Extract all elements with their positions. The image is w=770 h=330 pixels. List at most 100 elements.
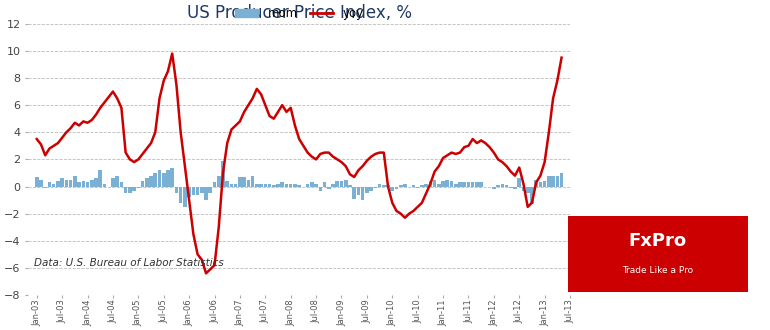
yoy xyxy=(494,157,503,161)
Bar xyxy=(158,170,161,186)
yoy xyxy=(32,137,42,141)
Bar xyxy=(399,185,403,186)
Bar xyxy=(204,186,208,200)
Bar xyxy=(56,181,60,186)
Bar xyxy=(551,176,555,186)
Bar xyxy=(187,186,191,197)
Bar xyxy=(149,176,152,186)
Bar xyxy=(153,173,157,186)
Bar xyxy=(547,176,551,186)
Bar xyxy=(166,170,169,186)
Bar xyxy=(102,184,106,186)
Bar xyxy=(170,168,174,186)
Bar xyxy=(412,185,415,186)
Legend: mom, yoy: mom, yoy xyxy=(230,3,369,25)
Bar xyxy=(293,184,296,186)
Bar xyxy=(238,177,242,186)
yoy xyxy=(531,181,541,184)
Bar xyxy=(234,184,237,186)
Bar xyxy=(280,182,284,186)
Bar xyxy=(179,186,182,203)
Bar xyxy=(361,186,364,200)
Bar xyxy=(39,180,43,186)
Bar xyxy=(209,186,212,193)
Bar xyxy=(116,176,119,186)
Bar xyxy=(538,182,542,186)
Bar xyxy=(314,184,318,186)
Bar xyxy=(226,181,229,186)
Bar xyxy=(319,186,322,191)
Bar xyxy=(285,184,288,186)
Bar xyxy=(268,184,271,186)
Bar xyxy=(259,184,263,186)
Bar xyxy=(370,186,373,191)
Bar xyxy=(82,181,85,186)
yoy xyxy=(155,96,164,100)
Bar xyxy=(492,186,496,189)
Bar xyxy=(450,181,454,186)
Bar xyxy=(560,173,564,186)
Bar xyxy=(429,181,432,186)
Bar xyxy=(94,179,98,186)
Bar xyxy=(543,181,547,186)
Bar xyxy=(441,181,445,186)
Bar xyxy=(446,180,449,186)
Bar xyxy=(141,181,144,186)
Bar xyxy=(458,182,462,186)
Bar xyxy=(306,184,310,186)
Bar xyxy=(69,180,72,186)
Bar xyxy=(437,184,440,186)
Bar xyxy=(416,186,420,188)
Bar xyxy=(65,180,69,186)
Bar xyxy=(99,170,102,186)
Bar xyxy=(243,177,246,186)
Bar xyxy=(526,186,530,193)
Bar xyxy=(568,216,748,292)
Bar xyxy=(373,186,377,188)
Bar xyxy=(497,185,500,186)
Bar xyxy=(336,181,339,186)
Bar xyxy=(111,179,115,186)
Bar xyxy=(382,185,386,186)
Bar xyxy=(480,182,483,186)
Bar xyxy=(357,186,360,195)
Bar xyxy=(424,184,428,186)
Bar xyxy=(48,182,52,186)
Bar xyxy=(500,184,504,186)
Bar xyxy=(251,176,254,186)
Bar xyxy=(124,186,128,193)
Bar xyxy=(420,185,424,186)
Bar xyxy=(90,180,94,186)
Text: FxPro: FxPro xyxy=(629,232,687,250)
Bar xyxy=(221,161,225,186)
Title: US Producer Price Index, %: US Producer Price Index, % xyxy=(186,4,412,22)
Bar xyxy=(387,185,390,186)
Bar xyxy=(217,176,220,186)
Bar xyxy=(175,186,178,193)
yoy xyxy=(367,155,376,159)
Bar xyxy=(530,186,534,204)
Bar xyxy=(471,182,474,186)
Bar xyxy=(509,186,513,188)
yoy xyxy=(168,51,177,55)
Bar xyxy=(555,176,559,186)
Bar xyxy=(378,184,381,186)
Bar xyxy=(263,184,267,186)
Line: yoy: yoy xyxy=(37,53,561,273)
Bar xyxy=(128,186,132,193)
Bar xyxy=(467,182,470,186)
yoy xyxy=(172,83,181,87)
Bar xyxy=(213,182,216,186)
Bar xyxy=(365,186,369,193)
Bar xyxy=(403,184,407,186)
Bar xyxy=(60,179,64,186)
Bar xyxy=(517,179,521,186)
Bar xyxy=(340,181,343,186)
Bar xyxy=(323,182,326,186)
Bar xyxy=(390,186,394,191)
Bar xyxy=(353,186,356,199)
Bar xyxy=(77,182,81,186)
Bar xyxy=(310,182,313,186)
Bar xyxy=(162,173,166,186)
Bar xyxy=(514,186,517,189)
